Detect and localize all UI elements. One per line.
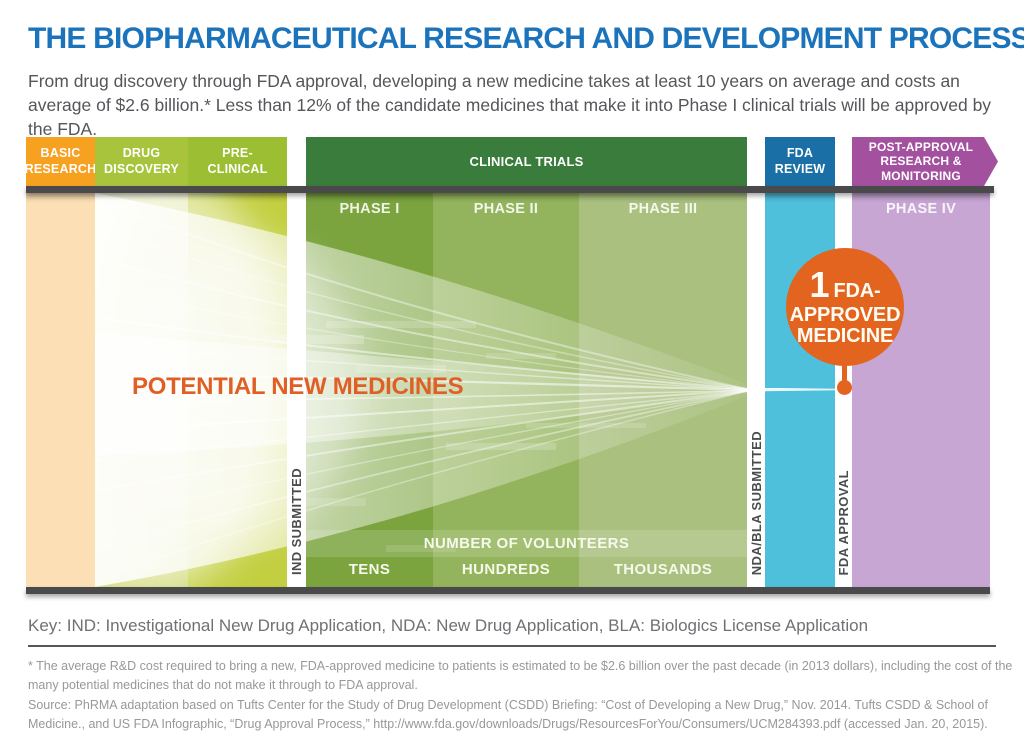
stage-label-line: REVIEW	[774, 161, 826, 176]
stage-label-line: DRUG	[122, 146, 161, 161]
approved-text-line1: FDA-	[833, 279, 881, 302]
stage-header-fda-review: FDA REVIEW	[765, 137, 835, 186]
footer-divider-bar	[26, 587, 990, 594]
post-approval-column	[852, 193, 990, 587]
cost-footnote: * The average R&D cost required to bring…	[28, 659, 1013, 692]
stage-label-line: CLINICAL TRIALS	[469, 153, 584, 169]
ind-divider	[287, 193, 306, 587]
potential-new-medicines-label: POTENTIAL NEW MEDICINES	[132, 373, 464, 400]
volunteers-band: NUMBER OF VOLUNTEERS	[306, 530, 747, 557]
process-diagram: BASIC RESEARCH DRUG DISCOVERY PRE- CLINI…	[24, 137, 998, 607]
stage-label-line: MONITORING	[881, 168, 961, 183]
stage-label-line: RESEARCH	[24, 161, 97, 176]
approved-medicine-badge: 1 FDA- APPROVED MEDICINE	[786, 248, 904, 366]
basic-research-column	[26, 193, 95, 587]
intro-text: From drug discovery through FDA approval…	[28, 71, 992, 140]
stage-header-basic-research: BASIC RESEARCH	[24, 137, 97, 186]
approved-count: 1	[809, 263, 830, 305]
stage-header-clinical-trials: CLINICAL TRIALS	[306, 137, 747, 186]
stage-header-drug-discovery: DRUG DISCOVERY	[95, 137, 188, 186]
abbreviation-key: Key: IND: Investigational New Drug Appli…	[28, 616, 869, 635]
stage-header-post-approval: POST-APPROVAL RESEARCH & MONITORING	[852, 137, 998, 186]
stage-header-pre-clinical: PRE- CLINICAL	[188, 137, 287, 186]
top-shadow	[26, 193, 990, 203]
nda-bla-submitted-label: NDA/BLA SUBMITTED	[747, 193, 765, 581]
ind-submitted-label: IND SUBMITTED	[287, 193, 306, 581]
stage-label-line: FDA	[786, 146, 814, 161]
header-divider-bar	[26, 186, 994, 193]
stage-label-line: RESEARCH &	[880, 154, 962, 169]
funnel-tail-line	[747, 387, 841, 392]
source-citation: Source: PhRMA adaptation based on Tufts …	[28, 698, 988, 731]
volunteers-tens-label: TENS	[348, 561, 391, 578]
stage-label-line: PRE-	[222, 146, 253, 161]
volunteers-thousands-label: THOUSANDS	[613, 561, 713, 578]
approved-text-line3: MEDICINE	[796, 325, 894, 348]
footer-divider-line	[28, 645, 996, 647]
approved-text-line2: APPROVED	[789, 303, 901, 326]
phase2-label: PHASE II	[473, 201, 539, 217]
stage-label-line: POST-APPROVAL	[868, 139, 974, 154]
stage-label-line: CLINICAL	[207, 161, 268, 176]
volunteers-hundreds-label: HUNDREDS	[461, 561, 551, 578]
page-title: THE BIOPHARMACEUTICAL RESEARCH AND DEVEL…	[28, 22, 1024, 55]
stage-label-line: BASIC	[40, 146, 81, 161]
phase4-label: PHASE IV	[885, 201, 957, 217]
phase3-label: PHASE III	[628, 201, 698, 217]
stage-label-line: DISCOVERY	[104, 161, 179, 176]
milestone-text: NDA/BLA SUBMITTED	[748, 430, 764, 575]
medicine-marker-stem	[842, 363, 847, 385]
medicine-marker-dot	[837, 380, 852, 395]
milestone-text: IND SUBMITTED	[289, 467, 304, 575]
phase1-label: PHASE I	[339, 201, 400, 217]
milestone-text: FDA APPROVAL	[836, 469, 851, 575]
